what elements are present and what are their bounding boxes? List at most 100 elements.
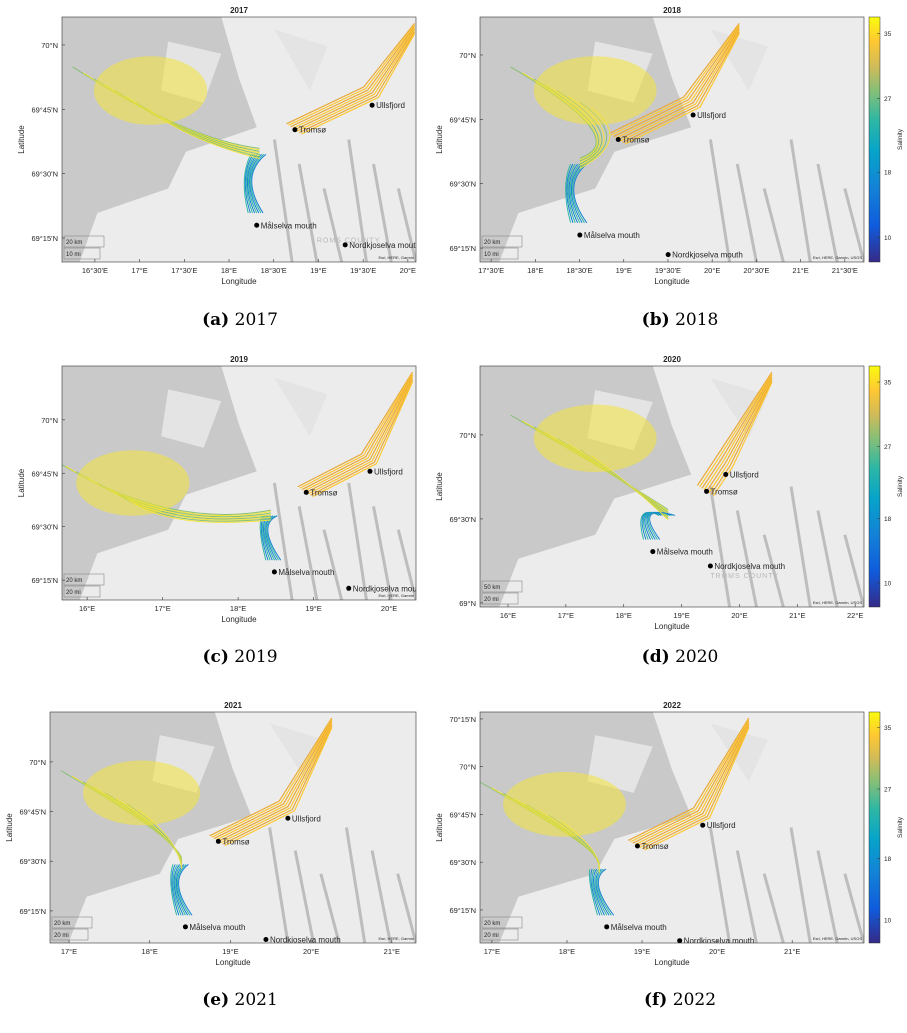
fjord [347,482,368,600]
x-axis-label: Longitude [654,277,690,286]
y-tick-label: 70°N [41,41,58,50]
land [499,366,864,607]
place-label: Tromsø [299,126,326,135]
place-marker [665,252,671,258]
track [592,868,605,916]
plot-frame [479,16,865,263]
place-marker [604,924,610,930]
scale-label: 20 km [66,578,82,584]
place-marker [707,563,713,569]
fjord [708,139,732,262]
track [565,163,572,223]
place-marker [285,815,291,821]
track [259,515,267,561]
track [630,719,750,843]
x-tick-label: 19°30'E [655,266,681,275]
x-axis-label: Longitude [654,958,690,967]
track [594,868,608,916]
caption: (c) 2019 [202,647,277,667]
scale-bar [63,585,101,598]
fjord [789,139,812,262]
place-label: Tromsø [310,488,337,497]
track [294,28,416,131]
colorbar-tick-label: 35 [884,725,892,732]
plot-frame [61,365,417,601]
track [566,163,574,223]
land [79,17,416,262]
track [297,371,413,488]
fjord [843,534,864,607]
place-marker [634,843,640,849]
place-label: Målselva mouth [261,221,317,230]
fjord [708,486,732,607]
colorbar-label: Salinity [897,816,904,838]
track [597,868,615,916]
track [299,373,413,489]
y-tick-label: 70°N [459,763,476,772]
fjord [396,188,416,262]
x-axis-label: Longitude [221,615,257,624]
y-tick-label: 69°30'N [449,858,476,867]
x-tick-label: 19°30'E [350,266,376,275]
x-tick-label: 18°30'E [566,266,592,275]
y-axis-label: Latitude [435,472,444,501]
x-tick-label: 17°30'E [171,266,197,275]
place-marker [182,924,188,930]
track [170,864,178,916]
attribution: Esri, HERE, Garmin, USGS [813,936,862,941]
scale-bar [481,928,519,941]
track [303,376,413,492]
panel-title: 2022 [663,701,681,710]
track [640,511,660,540]
place-marker [346,585,352,591]
scale-bar [63,235,105,248]
track [310,380,414,496]
fjord [322,188,344,262]
y-tick-label: 69°30'N [31,523,58,532]
y-tick-label: 69°45'N [31,469,58,478]
track [617,28,740,141]
place-marker [263,937,269,943]
track [222,726,333,845]
track [248,153,260,214]
scale-label: 20 mi [66,590,81,596]
fjord [735,163,758,262]
caption-text: 2018 [675,310,718,330]
fjord [372,506,393,600]
scale-label: 20 km [484,921,500,927]
caption-label: (e) [202,990,229,1010]
map-panel: Ullsfjord Tromsø Målselva mouth Nordkjoselv… [435,6,904,330]
y-tick-label: 70°N [459,51,476,60]
track [634,721,750,846]
region-label: TROMS COUNTY [710,573,779,580]
panel-title: 2017 [230,6,248,15]
colorbar-tick-label: 18 [884,856,892,863]
colorbar-tick-label: 27 [884,787,892,794]
fjord [762,873,785,943]
track [178,864,193,916]
fjord [843,188,864,262]
y-axis-label: Latitude [5,813,14,842]
colorbar-tick-label: 18 [884,516,892,523]
track [627,717,750,841]
fjord [347,139,368,262]
y-tick-label: 69°30'N [449,180,476,189]
x-tick-label: 20°E [400,266,416,275]
track [172,864,182,916]
y-tick-label: 69°15'N [449,906,476,915]
fjord [370,850,392,943]
scale-bar [51,928,89,941]
place-label: Nordkjoselva mouth [349,241,420,250]
attribution: Esri, HERE, Garmin [378,936,414,941]
fjord [762,534,785,607]
fjord [816,510,839,607]
island [274,377,328,437]
place-label: Nordkjoselva mouth [684,937,755,946]
track [220,724,333,844]
track [643,511,664,540]
fjord [789,827,812,943]
place-marker [369,102,375,108]
plot-frame [479,365,865,608]
caption: (b) 2018 [642,310,719,330]
track [286,22,416,125]
